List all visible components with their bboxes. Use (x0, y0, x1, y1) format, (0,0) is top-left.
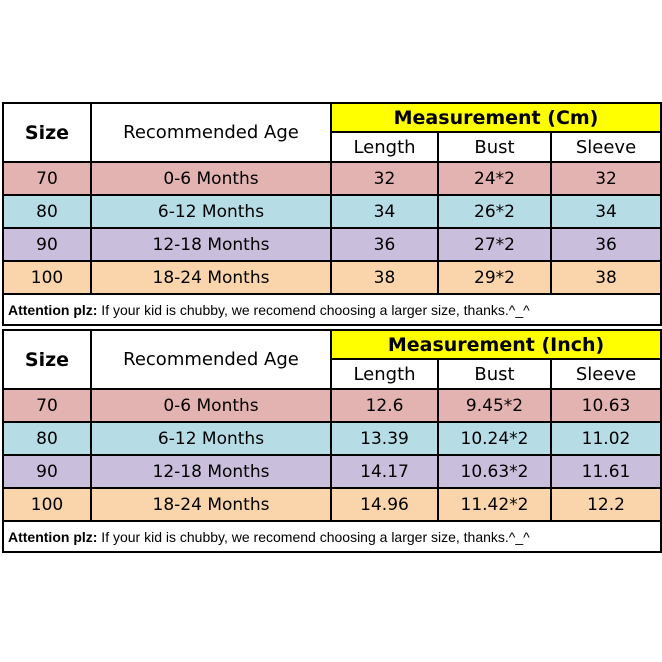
bust-cell: 10.24*2 (437, 421, 552, 456)
sleeve-cell: 34 (549, 194, 662, 229)
cm-length-column-header: Length (330, 131, 439, 163)
inch-bust-column-header: Bust (437, 358, 552, 390)
table-row: 70 0-6 Months 12.6 9.45*2 10.63 (2, 388, 662, 423)
size-cell: 80 (2, 421, 92, 456)
cm-subheader-row: Length Bust Sleeve (3, 131, 662, 163)
inch-length-column-header: Length (330, 358, 439, 390)
sleeve-cell: 32 (549, 161, 662, 196)
cm-header-row: Size Recommended Age Measurement (Cm) (2, 102, 662, 163)
length-cell: 13.39 (330, 421, 439, 456)
age-cell: 6-12 Months (90, 421, 332, 456)
size-cell: 100 (2, 487, 92, 522)
attention-note-row: Attention plz: If your kid is chubby, we… (1, 293, 662, 326)
inch-size-column-header: Size (2, 329, 92, 390)
attention-note-text: If your kid is chubby, we recomend choos… (97, 301, 530, 318)
sleeve-cell: 10.63 (549, 388, 662, 423)
sleeve-cell: 11.02 (549, 421, 662, 456)
bust-cell: 26*2 (437, 194, 552, 229)
length-cell: 32 (330, 161, 439, 196)
bust-cell: 24*2 (437, 161, 552, 196)
attention-note-label: Attention plz: (8, 301, 98, 318)
table-row: 100 18-24 Months 14.96 11.42*2 12.2 (2, 487, 662, 522)
table-row: 80 6-12 Months 34 26*2 34 (2, 194, 662, 229)
attention-note: Attention plz: If your kid is chubby, we… (1, 520, 662, 553)
length-cell: 14.96 (330, 487, 439, 522)
age-cell: 18-24 Months (90, 260, 332, 295)
size-cell: 90 (2, 454, 92, 489)
table-row: 100 18-24 Months 38 29*2 38 (2, 260, 662, 295)
table-row: 70 0-6 Months 32 24*2 32 (2, 161, 662, 196)
age-cell: 0-6 Months (90, 161, 332, 196)
bust-cell: 10.63*2 (437, 454, 552, 489)
cm-bust-column-header: Bust (437, 131, 552, 163)
inch-size-table: Size Recommended Age Measurement (Inch) … (1, 329, 662, 553)
inch-age-column-header: Recommended Age (90, 329, 332, 390)
attention-note-text: If your kid is chubby, we recomend choos… (97, 528, 530, 545)
length-cell: 14.17 (330, 454, 439, 489)
age-cell: 6-12 Months (90, 194, 332, 229)
inch-subheader-row: Length Bust Sleeve (3, 358, 662, 390)
size-chart-sheet: Size Recommended Age Measurement (Cm) Le… (1, 102, 662, 553)
inch-header-row: Size Recommended Age Measurement (Inch) (2, 329, 662, 390)
age-cell: 18-24 Months (90, 487, 332, 522)
length-cell: 12.6 (330, 388, 439, 423)
attention-note-row: Attention plz: If your kid is chubby, we… (1, 520, 662, 553)
table-row: 80 6-12 Months 13.39 10.24*2 11.02 (2, 421, 662, 456)
attention-note: Attention plz: If your kid is chubby, we… (1, 293, 662, 326)
bust-cell: 29*2 (437, 260, 552, 295)
size-cell: 90 (2, 227, 92, 262)
inch-measurement-header: Measurement (Inch) (329, 329, 662, 360)
length-cell: 34 (330, 194, 439, 229)
age-cell: 12-18 Months (90, 454, 332, 489)
sleeve-cell: 38 (549, 260, 662, 295)
age-cell: 12-18 Months (90, 227, 332, 262)
bust-cell: 9.45*2 (437, 388, 552, 423)
sleeve-cell: 36 (549, 227, 662, 262)
cm-size-column-header: Size (2, 102, 92, 163)
table-row: 90 12-18 Months 14.17 10.63*2 11.61 (2, 454, 662, 489)
table-row: 90 12-18 Months 36 27*2 36 (2, 227, 662, 262)
size-cell: 70 (2, 161, 92, 196)
sleeve-cell: 11.61 (549, 454, 662, 489)
bust-cell: 11.42*2 (437, 487, 552, 522)
length-cell: 36 (330, 227, 439, 262)
inch-sleeve-column-header: Sleeve (549, 358, 662, 390)
age-cell: 0-6 Months (90, 388, 332, 423)
size-cell: 70 (2, 388, 92, 423)
bust-cell: 27*2 (437, 227, 552, 262)
cm-sleeve-column-header: Sleeve (549, 131, 662, 163)
cm-age-column-header: Recommended Age (90, 102, 332, 163)
attention-note-label: Attention plz: (8, 528, 98, 545)
size-cell: 100 (2, 260, 92, 295)
sleeve-cell: 12.2 (549, 487, 662, 522)
length-cell: 38 (330, 260, 439, 295)
cm-size-table: Size Recommended Age Measurement (Cm) Le… (1, 102, 662, 326)
cm-measurement-header: Measurement (Cm) (329, 102, 662, 133)
size-cell: 80 (2, 194, 92, 229)
